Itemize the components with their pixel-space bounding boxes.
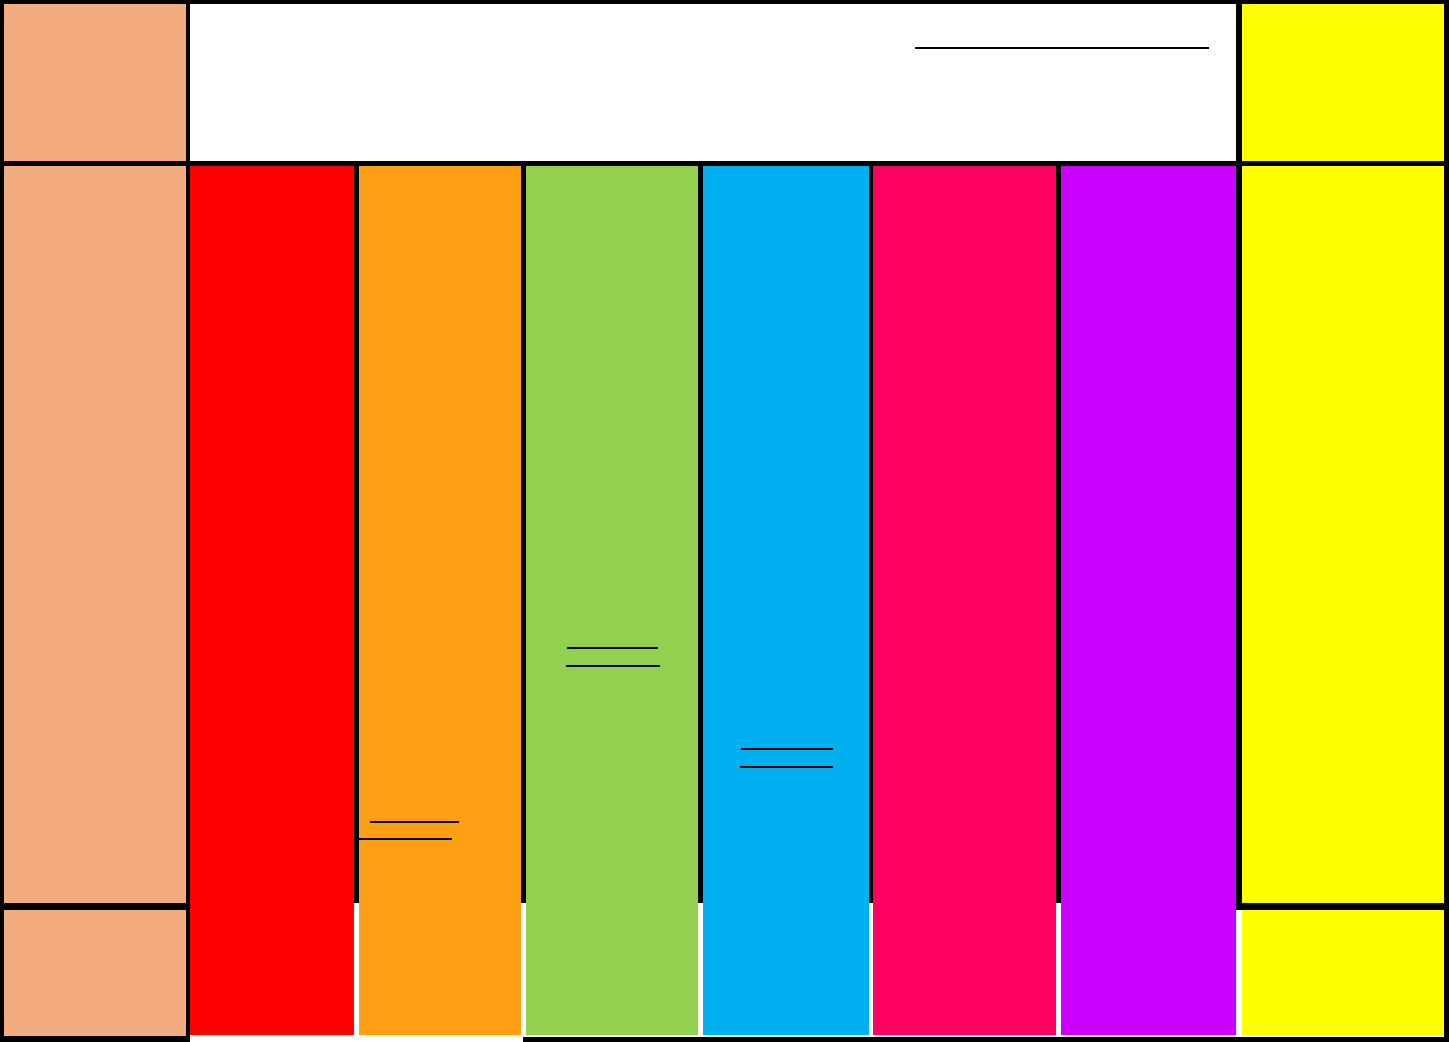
bottom-row-divider-right (1236, 903, 1449, 910)
cell-yellow-bottom (1242, 910, 1444, 1035)
vborder-pink-purple (1056, 166, 1061, 903)
bottom-gap-purple-yellow (1236, 910, 1242, 1035)
header-cell-yellow (1242, 4, 1444, 161)
frame-right (1444, 0, 1449, 1042)
bottom-gap-green-blue (698, 903, 703, 1035)
bottom-gap-pink-purple (1056, 903, 1061, 1035)
header-cell-peach (4, 4, 186, 161)
blank-answer-line (915, 47, 1209, 49)
vborder-orange-green (521, 166, 526, 903)
column-red (190, 166, 354, 1035)
blank-line (370, 821, 459, 823)
blank-line (740, 766, 833, 768)
bottom-row-divider-left (0, 903, 190, 910)
column-blue (703, 166, 869, 1035)
frame-top (0, 0, 1449, 4)
vborder-blue-pink (869, 166, 873, 903)
column-green (526, 166, 698, 1035)
bottom-gap-orange-green (521, 903, 526, 1035)
blank-line (566, 665, 660, 667)
blank-line (359, 838, 452, 840)
frame-bottom-left-segment (0, 1036, 190, 1042)
bottom-gap-red-orange (354, 903, 359, 1035)
bottom-gap-blue-pink (869, 903, 873, 1035)
vborder-green-blue (698, 166, 703, 903)
frame-bottom-right-segment (523, 1037, 1449, 1042)
vborder-red-orange (354, 166, 359, 903)
blank-line (567, 647, 658, 649)
vborder-yellow-column (1236, 4, 1242, 903)
cell-peach-middle (4, 166, 186, 903)
blank-line (741, 748, 833, 750)
column-pink (873, 166, 1056, 1035)
column-orange (359, 166, 521, 1035)
header-cell-white (190, 4, 1236, 161)
header-row-divider (0, 161, 1449, 166)
vborder-peach-column (186, 4, 190, 1037)
column-purple (1061, 166, 1236, 1035)
cell-peach-bottom (4, 910, 186, 1036)
frame-left (0, 0, 4, 1042)
cell-yellow-middle (1242, 166, 1444, 903)
